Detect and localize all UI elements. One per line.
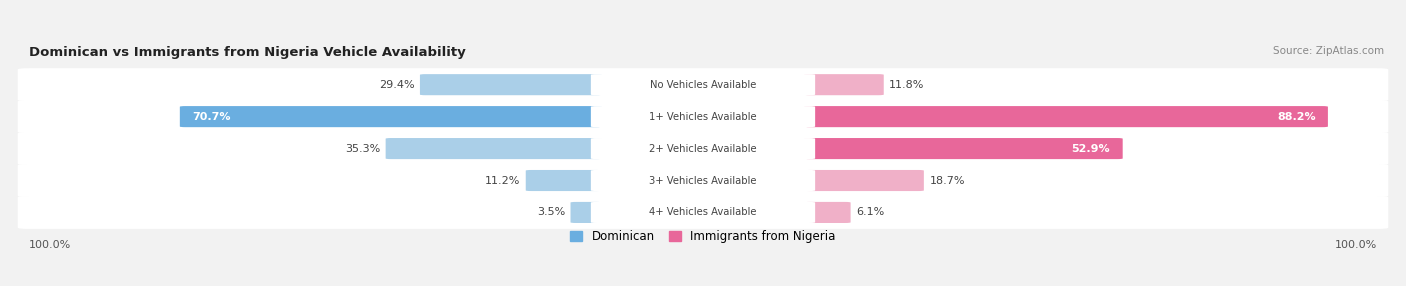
Text: Dominican vs Immigrants from Nigeria Vehicle Availability: Dominican vs Immigrants from Nigeria Veh… xyxy=(28,46,465,59)
FancyBboxPatch shape xyxy=(18,132,1388,165)
FancyBboxPatch shape xyxy=(591,170,815,191)
FancyBboxPatch shape xyxy=(571,202,602,223)
FancyBboxPatch shape xyxy=(18,196,1388,229)
Legend: Dominican, Immigrants from Nigeria: Dominican, Immigrants from Nigeria xyxy=(571,230,835,243)
FancyBboxPatch shape xyxy=(385,138,602,159)
FancyBboxPatch shape xyxy=(18,164,1388,197)
Text: 1+ Vehicles Available: 1+ Vehicles Available xyxy=(650,112,756,122)
FancyBboxPatch shape xyxy=(526,170,602,191)
FancyBboxPatch shape xyxy=(18,68,1388,101)
FancyBboxPatch shape xyxy=(180,106,602,127)
FancyBboxPatch shape xyxy=(804,74,884,95)
FancyBboxPatch shape xyxy=(804,202,851,223)
Text: No Vehicles Available: No Vehicles Available xyxy=(650,80,756,90)
FancyBboxPatch shape xyxy=(420,74,602,95)
Text: 6.1%: 6.1% xyxy=(856,207,884,217)
FancyBboxPatch shape xyxy=(591,74,815,95)
Text: 11.8%: 11.8% xyxy=(889,80,925,90)
FancyBboxPatch shape xyxy=(804,138,1122,159)
FancyBboxPatch shape xyxy=(591,202,815,223)
Text: 4+ Vehicles Available: 4+ Vehicles Available xyxy=(650,207,756,217)
FancyBboxPatch shape xyxy=(591,106,815,127)
Text: 29.4%: 29.4% xyxy=(378,80,415,90)
FancyBboxPatch shape xyxy=(591,138,815,159)
Text: 70.7%: 70.7% xyxy=(193,112,231,122)
Text: 11.2%: 11.2% xyxy=(485,176,520,186)
FancyBboxPatch shape xyxy=(18,100,1388,133)
Text: 88.2%: 88.2% xyxy=(1277,112,1316,122)
Text: 3+ Vehicles Available: 3+ Vehicles Available xyxy=(650,176,756,186)
Text: 3.5%: 3.5% xyxy=(537,207,565,217)
Text: 52.9%: 52.9% xyxy=(1071,144,1111,154)
Text: 100.0%: 100.0% xyxy=(28,240,72,250)
Text: 2+ Vehicles Available: 2+ Vehicles Available xyxy=(650,144,756,154)
Text: 100.0%: 100.0% xyxy=(1334,240,1378,250)
Text: Source: ZipAtlas.com: Source: ZipAtlas.com xyxy=(1272,46,1384,56)
FancyBboxPatch shape xyxy=(804,106,1327,127)
Text: 18.7%: 18.7% xyxy=(929,176,965,186)
FancyBboxPatch shape xyxy=(804,170,924,191)
Text: 35.3%: 35.3% xyxy=(344,144,380,154)
